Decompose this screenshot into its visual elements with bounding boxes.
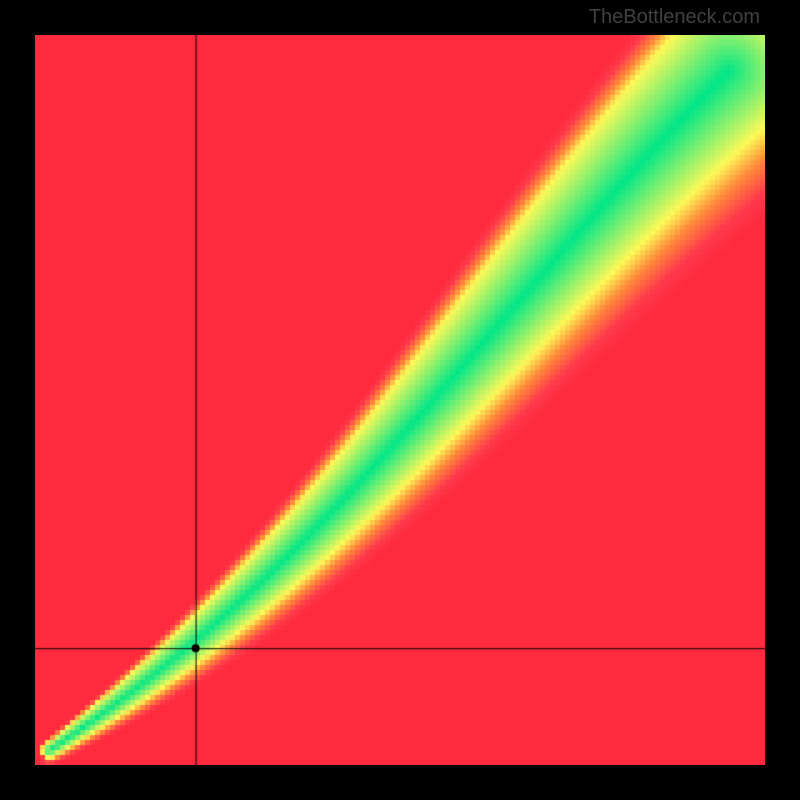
heatmap-frame <box>35 35 765 765</box>
watermark-text: TheBottleneck.com <box>589 6 760 29</box>
chart-container: TheBottleneck.com <box>0 0 800 800</box>
heatmap-canvas <box>35 35 765 765</box>
